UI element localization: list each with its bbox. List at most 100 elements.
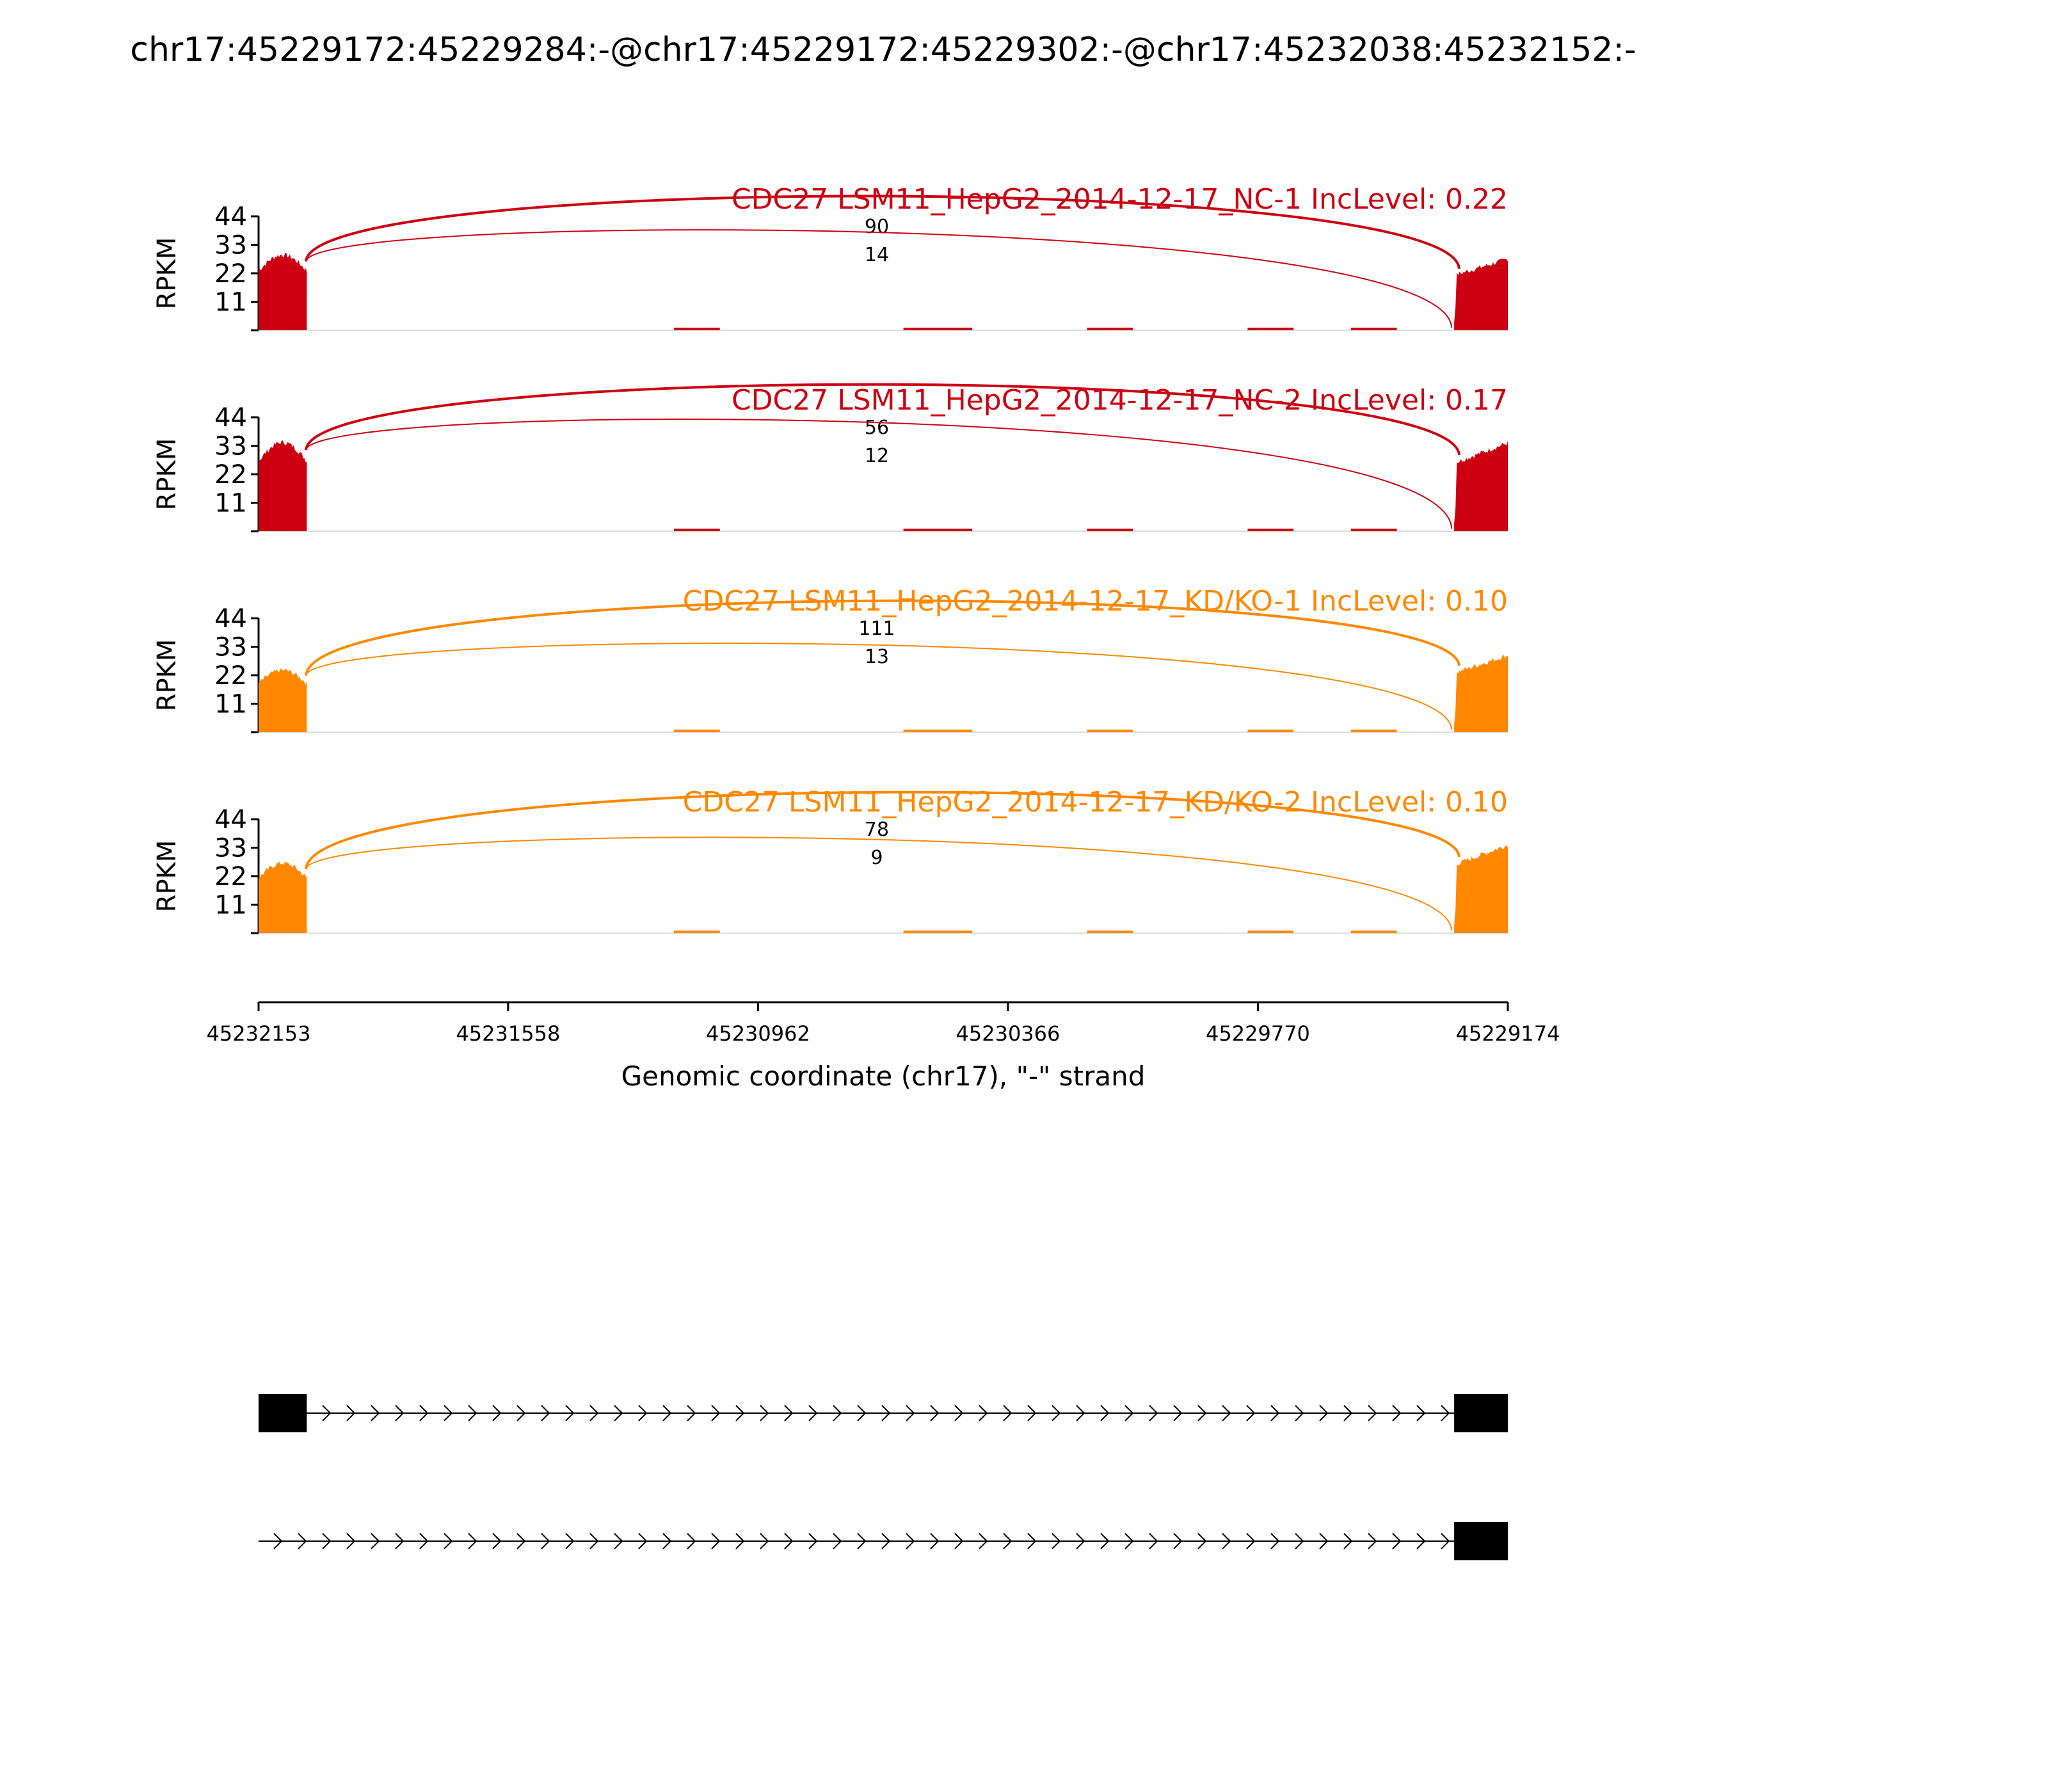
y-axis-label: RPKM [152, 639, 182, 712]
junction-arc [305, 599, 1460, 676]
coverage-exon-downstream [1454, 259, 1508, 330]
strand-arrow [1197, 1405, 1207, 1421]
strand-arrow [638, 1405, 648, 1421]
strand-arrow [1295, 1405, 1304, 1421]
strand-arrow [687, 1533, 696, 1549]
junction-count-bg [855, 445, 899, 466]
coverage-intron [674, 930, 720, 933]
junction-count: 12 [865, 445, 889, 467]
y-tick-label: 44 [214, 403, 247, 433]
strand-arrow [1076, 1405, 1085, 1421]
coverage-exon-upstream [259, 440, 307, 531]
strand-arrow [1149, 1405, 1158, 1421]
coverage-intron [1350, 930, 1397, 933]
strand-arrow [760, 1533, 769, 1549]
strand-arrow [954, 1405, 964, 1421]
coverage-intron [903, 528, 973, 531]
strand-arrow [1003, 1405, 1012, 1421]
strand-arrow [906, 1405, 915, 1421]
strand-arrow [322, 1533, 332, 1549]
strand-arrow [1392, 1405, 1402, 1421]
strand-arrow [1319, 1533, 1329, 1549]
strand-arrow [589, 1533, 599, 1549]
strand-arrow [662, 1533, 672, 1549]
strand-arrow [784, 1533, 794, 1549]
y-tick-label: 11 [214, 690, 247, 719]
strand-arrow [1441, 1533, 1450, 1549]
coverage-intron [903, 930, 973, 933]
junction-arc [305, 229, 1453, 328]
y-tick-label: 22 [214, 661, 247, 691]
strand-arrow [1197, 1533, 1207, 1549]
x-axis: 45232153 45231558 45230962 45230366 45229770… [207, 1001, 1560, 1046]
junction-arc [305, 383, 1460, 456]
y-tick-label: 33 [214, 834, 247, 863]
strand-arrow [857, 1533, 867, 1549]
junction-arc [305, 643, 1453, 730]
strand-arrow [1076, 1533, 1085, 1549]
y-tick-label: 11 [214, 891, 247, 920]
strand-arrow [614, 1533, 623, 1549]
y-axis-label: RPKM [152, 438, 182, 511]
strand-arrow [833, 1405, 842, 1421]
y-tick-label: 11 [214, 489, 247, 518]
strand-arrow [589, 1405, 599, 1421]
strand-arrow [1173, 1533, 1183, 1549]
strand-arrow [979, 1405, 988, 1421]
coverage-intron [1350, 729, 1397, 732]
strand-arrow [881, 1405, 891, 1421]
panel-title: CDC27 LSM11_HepG2_2014-12-17_KD/KO-2 Inc… [683, 786, 1508, 819]
strand-arrow [1027, 1533, 1037, 1549]
strand-arrow [492, 1533, 502, 1549]
strand-arrow [1416, 1533, 1426, 1549]
strand-arrow [930, 1405, 940, 1421]
coverage-intron [674, 327, 720, 330]
strand-arrow [1368, 1405, 1377, 1421]
exon-block [1454, 1522, 1508, 1560]
strand-arrow [371, 1405, 380, 1421]
strand-arrow [444, 1533, 453, 1549]
junction-count: 13 [865, 646, 889, 668]
coverage-intron [1350, 528, 1397, 531]
strand-arrow [784, 1405, 794, 1421]
isoform-1 [259, 1394, 1508, 1432]
strand-arrow [711, 1533, 721, 1549]
y-tick-label: 44 [214, 805, 247, 835]
coverage-intron [1247, 327, 1294, 330]
exon-block [259, 1394, 307, 1432]
x-axis-label: Genomic coordinate (chr17), "-" strand [621, 1060, 1146, 1092]
junction-count-bg [855, 244, 899, 265]
panel-title: CDC27 LSM11_HepG2_2014-12-17_NC-2 IncLev… [732, 384, 1508, 417]
x-tick-label: 45229174 [1456, 1021, 1560, 1046]
y-tick-label: 44 [214, 202, 247, 232]
strand-arrow [1003, 1533, 1012, 1549]
strand-arrow [371, 1533, 380, 1549]
x-tick-label: 45232153 [207, 1021, 311, 1046]
strand-arrow [1173, 1405, 1183, 1421]
strand-arrow [1222, 1533, 1231, 1549]
junction-count: 14 [865, 244, 889, 266]
strand-arrow [760, 1405, 769, 1421]
strand-arrow [444, 1405, 453, 1421]
x-tick-label: 45229770 [1206, 1021, 1310, 1046]
strand-arrow [1270, 1405, 1280, 1421]
exon-block [1454, 1394, 1508, 1432]
coverage-intron [903, 327, 973, 330]
coverage-exon-downstream [1454, 440, 1508, 531]
junction-count-bg [855, 819, 899, 840]
strand-arrow [662, 1405, 672, 1421]
strand-arrow [711, 1405, 721, 1421]
strand-arrow [1246, 1533, 1256, 1549]
junction-arc [305, 836, 1453, 931]
strand-arrow [468, 1405, 477, 1421]
strand-arrow [1027, 1405, 1037, 1421]
strand-arrow [638, 1533, 648, 1549]
junction-arc [305, 195, 1460, 269]
strand-arrow [808, 1405, 818, 1421]
coverage-exon-upstream [259, 861, 307, 933]
strand-arrow [346, 1405, 356, 1421]
strand-arrow [735, 1405, 745, 1421]
junction-count: 78 [865, 819, 889, 841]
